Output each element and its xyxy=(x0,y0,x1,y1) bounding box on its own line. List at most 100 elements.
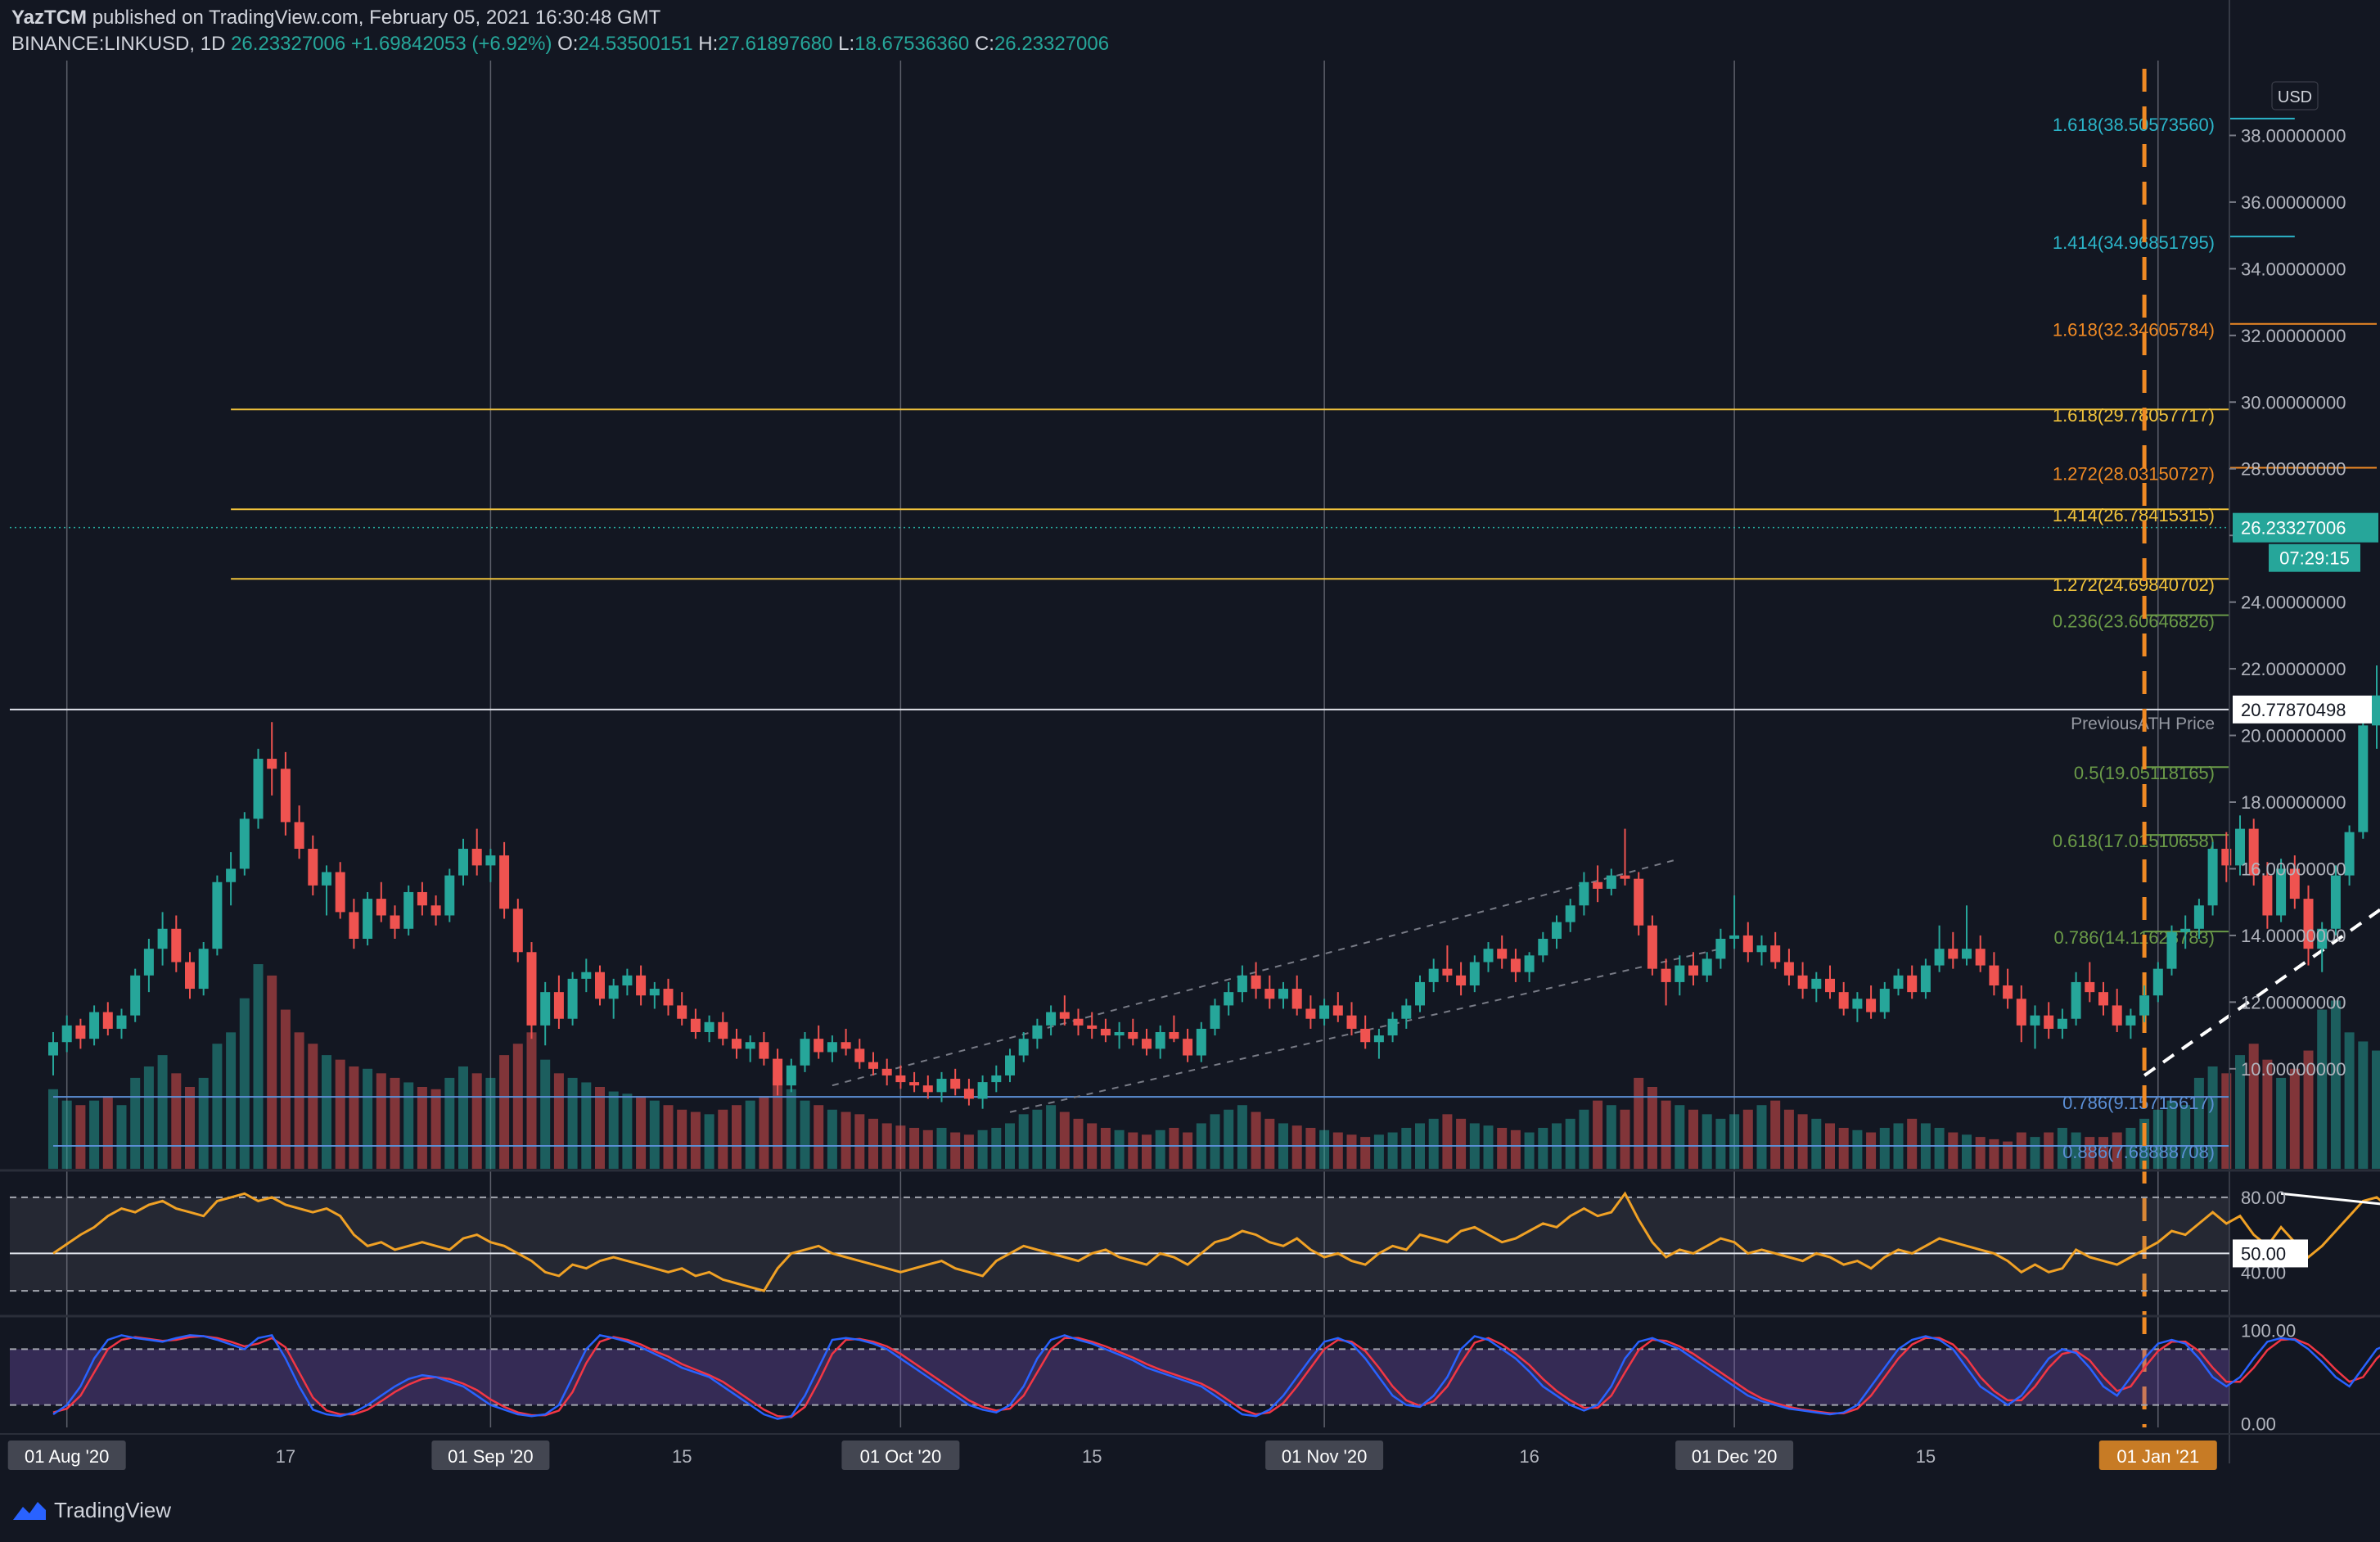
candle-body xyxy=(2098,992,2108,1006)
candle xyxy=(1401,999,1412,1029)
volume-bar xyxy=(308,1044,318,1169)
candle-body xyxy=(403,891,414,929)
candle-body xyxy=(1729,935,1740,939)
time-label-box xyxy=(1675,1441,1794,1470)
volume-bar xyxy=(75,1105,86,1169)
candle xyxy=(212,875,223,956)
volume-bar xyxy=(2152,1109,2163,1169)
volume-bar xyxy=(1128,1132,1138,1169)
volume-bar xyxy=(1593,1100,1603,1169)
candle xyxy=(1975,935,1986,972)
volume-bar xyxy=(2098,1137,2108,1169)
volume-bar xyxy=(1224,1109,1234,1169)
candle-body xyxy=(991,1075,1002,1083)
volume-bar xyxy=(567,1077,578,1169)
stoch-k-line xyxy=(52,1333,2380,1420)
candle-body xyxy=(226,868,237,882)
candle-body xyxy=(1401,1005,1412,1019)
open-value: 24.53500151 xyxy=(578,33,693,55)
candle xyxy=(1647,915,1657,976)
candle-body xyxy=(1783,962,1794,976)
candle xyxy=(430,895,441,926)
candle xyxy=(116,1008,127,1039)
volume-bar xyxy=(1975,1137,1986,1169)
volume-bar xyxy=(827,1109,837,1169)
volume-bar xyxy=(950,1132,961,1169)
volume-bar xyxy=(1742,1109,1753,1169)
candle xyxy=(1332,992,1343,1022)
volume-bar xyxy=(2003,1141,2013,1169)
time-axis-label: 17 xyxy=(276,1446,295,1467)
publisher-name[interactable]: YazTCM xyxy=(11,7,88,29)
volume-bar xyxy=(1797,1114,1808,1169)
time-label-box xyxy=(2098,1441,2217,1470)
candle-body xyxy=(2317,928,2328,949)
candle xyxy=(1278,981,1288,1009)
candle-body xyxy=(2235,828,2245,866)
candle-body xyxy=(2057,1018,2067,1029)
volume-bar xyxy=(1360,1137,1371,1169)
volume-bar xyxy=(212,1044,223,1169)
candle xyxy=(977,1075,988,1109)
candle-body xyxy=(512,909,523,953)
candle xyxy=(253,748,264,829)
candle xyxy=(198,942,209,996)
candle xyxy=(690,1008,701,1039)
volume-bar xyxy=(335,1059,345,1169)
volume-bar xyxy=(854,1114,865,1169)
candle xyxy=(1770,931,1781,969)
volume-bar xyxy=(1579,1109,1589,1169)
volume-bar xyxy=(1237,1105,1247,1169)
publish-line: YazTCM published on TradingView.com, Feb… xyxy=(11,7,660,29)
candle-body xyxy=(1593,881,1603,889)
volume-bar xyxy=(663,1105,674,1169)
candle xyxy=(1552,915,1562,949)
candle-body xyxy=(1811,978,1822,990)
candle xyxy=(1483,942,1494,972)
volume-bar xyxy=(2207,1066,2218,1169)
candle-body xyxy=(2030,1015,2040,1026)
tradingview-logo[interactable]: TradingView xyxy=(11,1498,171,1523)
volume-bar xyxy=(977,1129,988,1169)
candle xyxy=(1661,958,1671,1006)
candle-body xyxy=(1825,978,1835,993)
candle-body xyxy=(1018,1039,1029,1056)
price-tick-label: 38.00000000 xyxy=(2241,125,2346,146)
candles xyxy=(48,665,2380,1109)
candle xyxy=(2180,915,2191,949)
candle-body xyxy=(1237,975,1247,993)
volume-bar xyxy=(198,1077,209,1169)
fib-level-label: 0.786(14.11628783) xyxy=(2053,927,2215,948)
candle-body xyxy=(322,872,331,886)
candle xyxy=(1729,895,1740,949)
candle xyxy=(335,862,345,919)
candle-body xyxy=(1415,981,1425,1006)
candle xyxy=(1046,1005,1057,1036)
candle xyxy=(2166,925,2177,976)
volume-bar xyxy=(1142,1134,1152,1169)
candle-body xyxy=(1756,945,1767,953)
candle xyxy=(1852,992,1863,1022)
candle-body xyxy=(1879,989,1890,1012)
volume-bar xyxy=(1634,1077,1644,1169)
volume-bar xyxy=(2303,1050,2314,1169)
volume-bar xyxy=(1251,1111,1261,1169)
candle xyxy=(267,722,277,796)
candle-body xyxy=(198,949,209,990)
candle-body xyxy=(485,855,496,866)
candle xyxy=(2358,715,2369,839)
volume-bar xyxy=(1373,1134,1384,1169)
volume-bar xyxy=(2317,1009,2328,1169)
volume-bar xyxy=(253,964,264,1169)
candle-body xyxy=(61,1025,72,1043)
symbol-label[interactable]: BINANCE:LINKUSD, 1D xyxy=(11,33,226,55)
price-tick-label: 20.00000000 xyxy=(2241,726,2346,746)
candle xyxy=(1319,999,1330,1026)
candle xyxy=(1251,962,1261,999)
volume-bar xyxy=(1155,1129,1165,1169)
fib-level-label: 0.236(23.60646826) xyxy=(2053,611,2215,632)
volume-bar xyxy=(581,1082,592,1169)
candle xyxy=(2289,855,2300,909)
candle-body xyxy=(363,899,373,939)
